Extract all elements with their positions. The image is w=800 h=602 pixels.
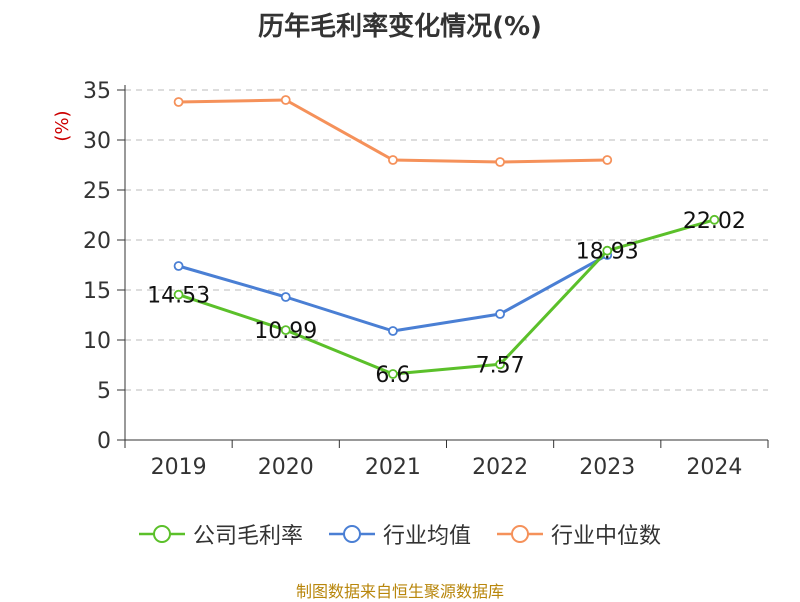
data-point xyxy=(495,309,505,319)
data-point xyxy=(173,289,184,300)
x-tick-label: 2019 xyxy=(151,455,207,480)
y-tick-label: 30 xyxy=(83,129,111,154)
data-point xyxy=(280,292,291,302)
data-point xyxy=(173,97,184,107)
data-label: 7.57 xyxy=(476,353,525,378)
data-point xyxy=(495,359,505,370)
data-point xyxy=(173,261,184,271)
y-tick-label: 5 xyxy=(97,379,111,404)
y-tick-label: 25 xyxy=(83,179,111,204)
data-point xyxy=(388,326,398,336)
data-label: 6.6 xyxy=(375,363,410,388)
legend-item-industry-mean[interactable]: 行业均值 xyxy=(328,518,471,550)
legend: 公司毛利率 行业均值 行业中位数 xyxy=(0,518,800,550)
y-tick-label: 20 xyxy=(83,229,111,254)
y-tick-label: 35 xyxy=(83,79,111,104)
data-point xyxy=(709,214,720,225)
legend-label-industry-median: 行业中位数 xyxy=(551,524,662,549)
x-tick-label: 2020 xyxy=(258,455,314,480)
series-line xyxy=(178,218,715,376)
x-tick-label: 2022 xyxy=(472,455,528,480)
y-axis-label: (%) xyxy=(52,110,73,141)
legend-swatch-industry-median xyxy=(497,525,543,543)
x-tick-label: 2023 xyxy=(579,455,635,480)
data-label: 18.93 xyxy=(576,240,639,265)
legend-item-industry-median[interactable]: 行业中位数 xyxy=(497,518,661,550)
data-label: 14.53 xyxy=(147,284,210,309)
data-point xyxy=(602,245,613,256)
source-note: 制图数据来自恒生聚源数据库 xyxy=(295,582,504,601)
legend-label-company: 公司毛利率 xyxy=(192,524,303,549)
data-point xyxy=(602,155,613,165)
y-tick-label: 0 xyxy=(97,429,111,454)
x-tick-label: 2024 xyxy=(686,455,742,480)
legend-swatch-company xyxy=(138,525,185,543)
data-label: 10.99 xyxy=(254,319,317,344)
data-point xyxy=(388,369,398,379)
data-label: 22.02 xyxy=(683,209,746,234)
x-tick-label: 2021 xyxy=(365,455,421,480)
legend-swatch-industry-mean xyxy=(328,525,375,543)
data-point xyxy=(280,325,291,336)
legend-item-company[interactable]: 公司毛利率 xyxy=(138,518,303,550)
series-line xyxy=(178,98,608,164)
legend-label-industry-mean: 行业均值 xyxy=(382,524,471,549)
y-tick-label: 15 xyxy=(83,279,111,304)
chart-title: 历年毛利率变化情况(%) xyxy=(258,12,542,42)
data-point xyxy=(495,157,505,167)
data-point xyxy=(280,95,291,105)
data-point xyxy=(388,155,398,165)
y-tick-label: 10 xyxy=(83,329,111,354)
